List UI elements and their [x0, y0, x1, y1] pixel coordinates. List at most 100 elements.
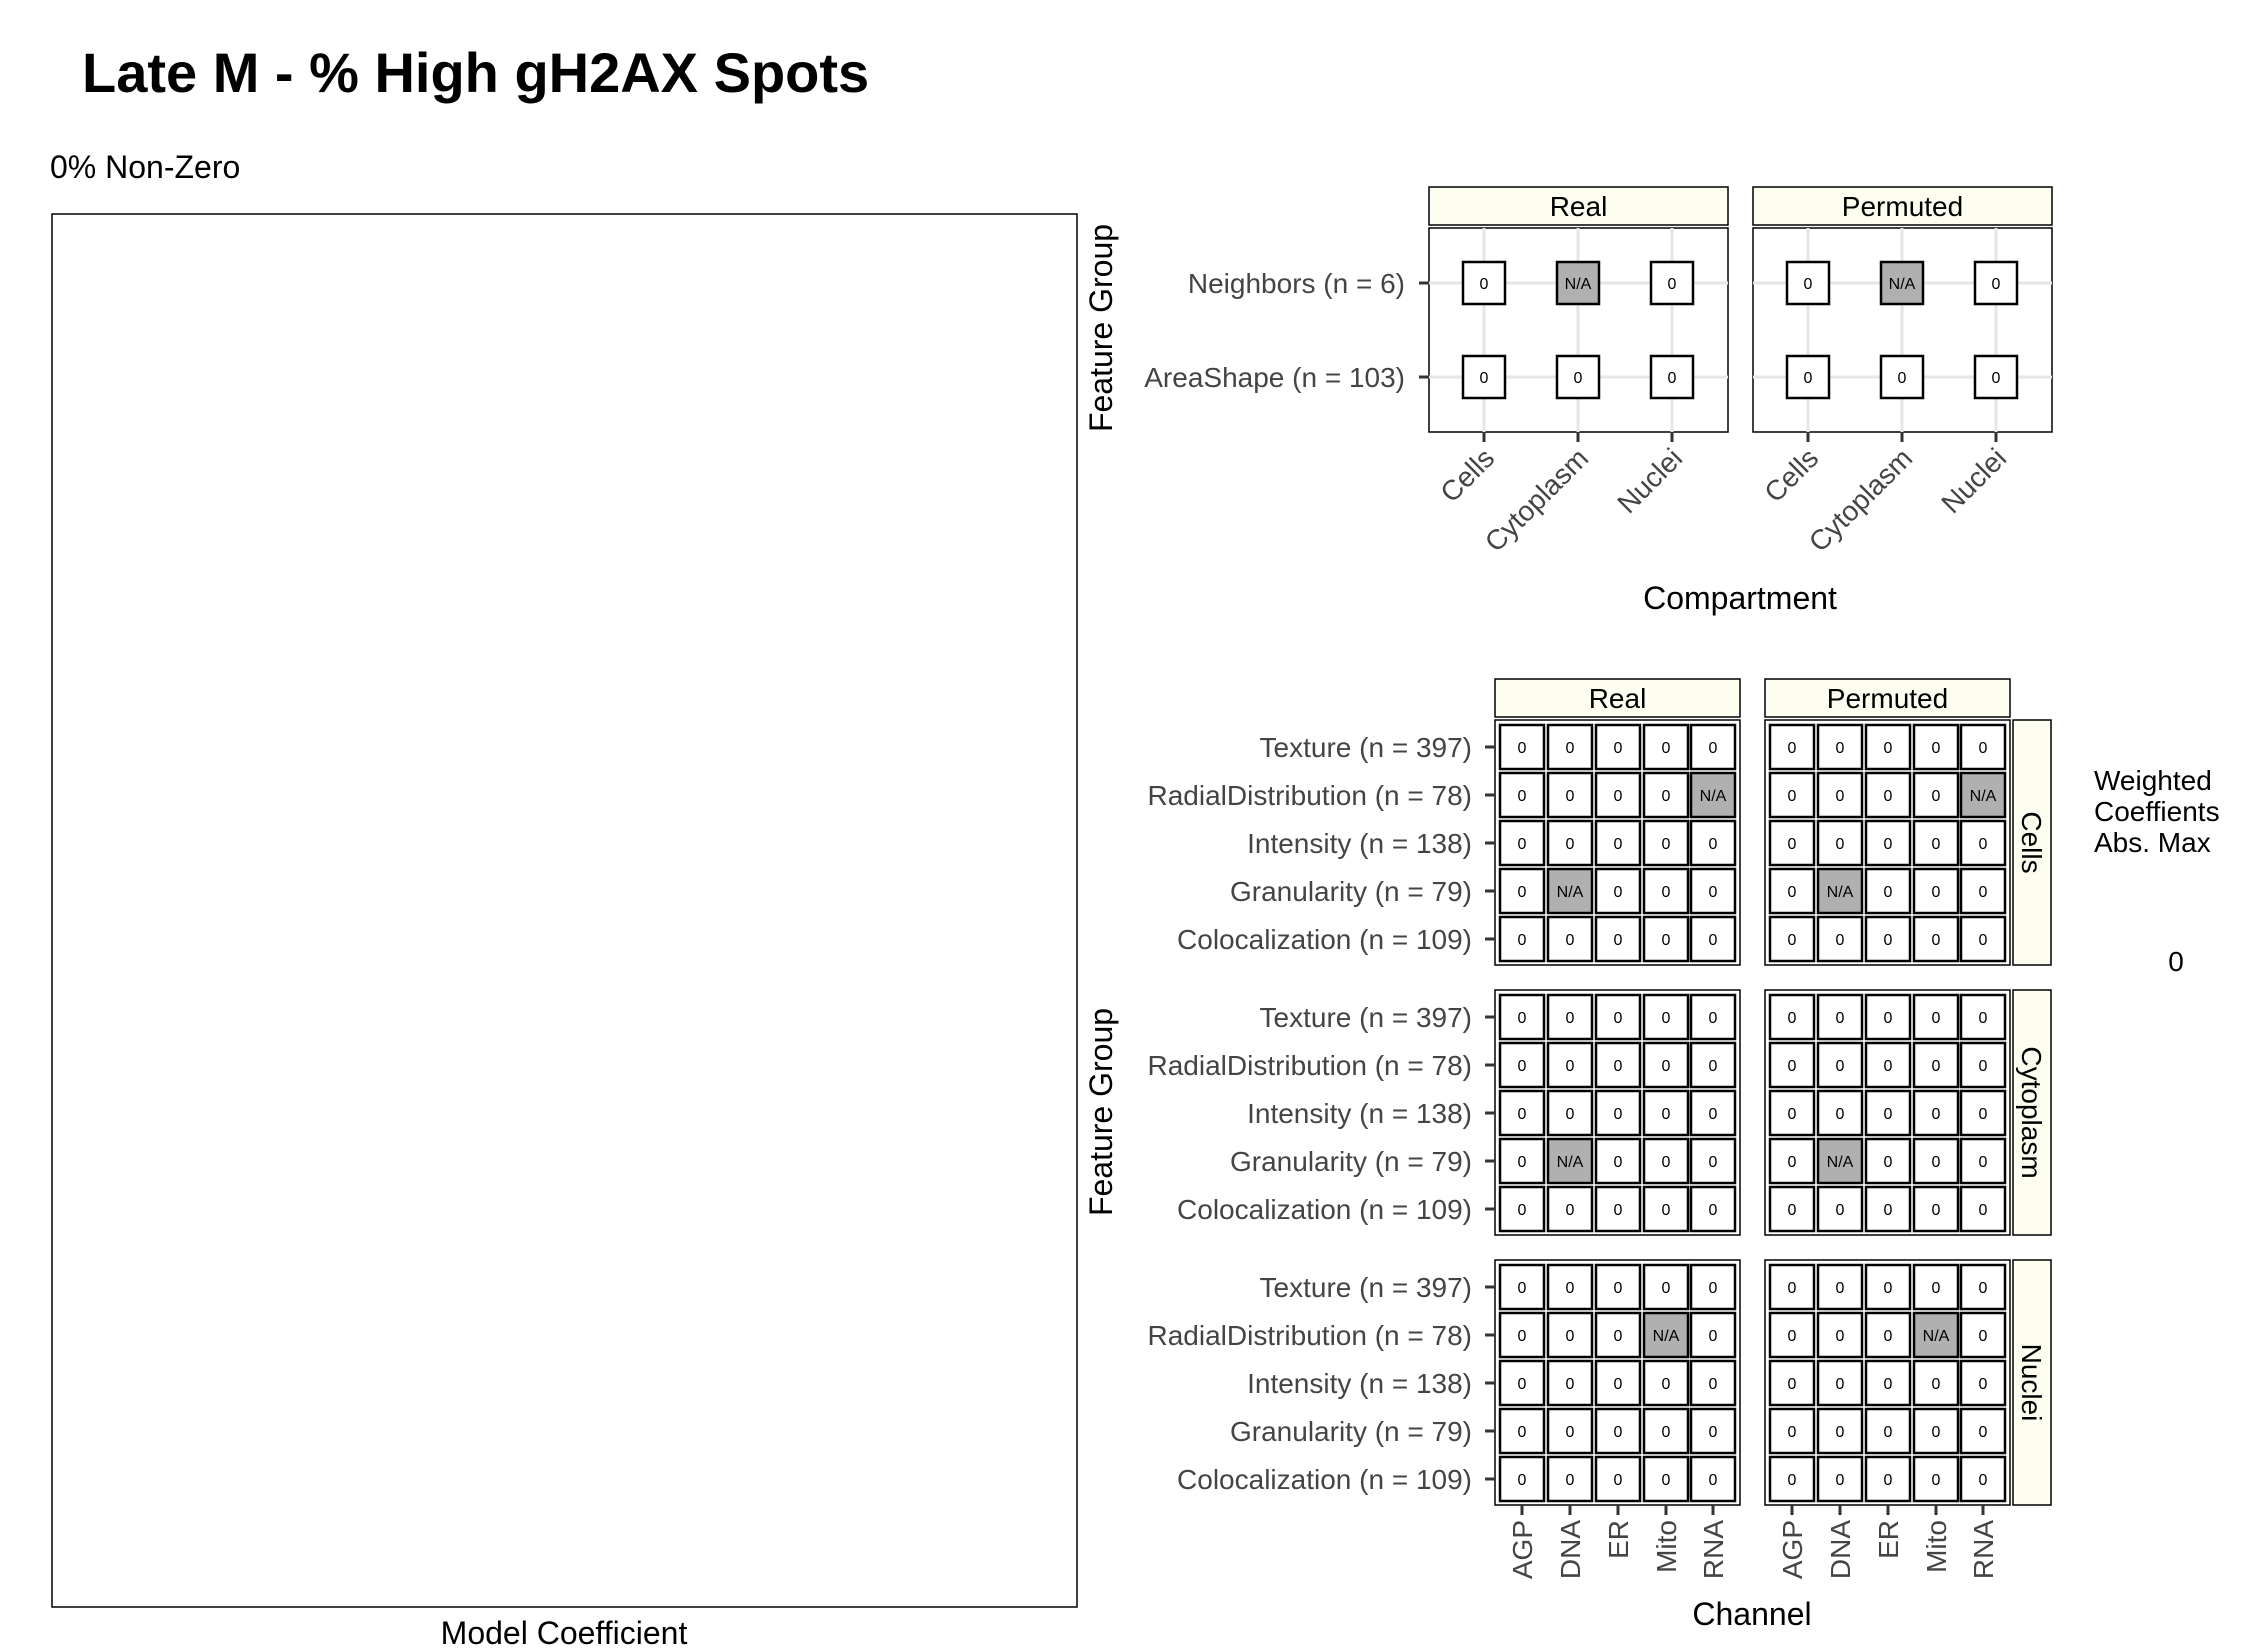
tile-label: 0 [1614, 1058, 1623, 1075]
tile-label: 0 [1836, 932, 1845, 949]
y-tick-label-cells-colocalization-n-109: Colocalization (n = 109) [1177, 924, 1472, 955]
tile-cytoplasm-real-radialdistribution-n-78-dna [1546, 1041, 1594, 1089]
tile-label: 0 [1836, 1424, 1845, 1441]
top-y-axis-title: Feature Group [1083, 224, 1119, 432]
tile-nuclei-permuted-texture-n-397-agp [1768, 1263, 1816, 1311]
tile-cells-real-colocalization-n-109-dna [1546, 915, 1594, 963]
tile-cells-permuted-intensity-n-138-er [1864, 819, 1912, 867]
tile-label: 0 [1566, 1376, 1575, 1393]
tile-label: 0 [1836, 740, 1845, 757]
tile-label: 0 [1884, 1328, 1893, 1345]
tile-label: 0 [1709, 1154, 1718, 1171]
tile-cytoplasm-real-radialdistribution-n-78-er [1594, 1041, 1642, 1089]
tile-label: 0 [1788, 1280, 1797, 1297]
tile-nuclei-real-radialdistribution-n-78-mito [1642, 1311, 1690, 1359]
x-tick-label-real-dna: DNA [1555, 1520, 1586, 1579]
tile-nuclei-real-texture-n-397-rna [1689, 1263, 1737, 1311]
tile-cells-permuted-intensity-n-138-mito [1912, 819, 1960, 867]
tile-cells-real-texture-n-397-rna [1689, 723, 1737, 771]
tile-label: 0 [1932, 788, 1941, 805]
tile-nuclei-permuted-colocalization-n-109-er [1864, 1455, 1912, 1503]
tile-cells-permuted-colocalization-n-109-rna [1959, 915, 2007, 963]
x-tick-label-nuclei: Nuclei [1611, 442, 1688, 519]
tile-nuclei-real-granularity-n-79-er [1594, 1407, 1642, 1455]
tile-label: 0 [1884, 1154, 1893, 1171]
tile-cells-permuted-radialdistribution-n-78-er [1864, 771, 1912, 819]
tile-cells-real-colocalization-n-109-er [1594, 915, 1642, 963]
tile-label: 0 [1788, 740, 1797, 757]
tile-cytoplasm-real-texture-n-397-rna [1689, 993, 1737, 1041]
tile-label: 0 [1662, 1424, 1671, 1441]
tile-label: 0 [1574, 370, 1583, 387]
tile-nuclei-permuted-radialdistribution-n-78-mito [1912, 1311, 1960, 1359]
tile-label: 0 [1518, 788, 1527, 805]
tile-cells-real-texture-n-397-dna [1546, 723, 1594, 771]
tile-label: 0 [1804, 370, 1813, 387]
tile-label: 0 [1662, 884, 1671, 901]
tile-label: 0 [1518, 1424, 1527, 1441]
tile-label: 0 [1788, 1472, 1797, 1489]
tile-label: 0 [1709, 836, 1718, 853]
tile-nuclei-permuted-radialdistribution-n-78-rna [1959, 1311, 2007, 1359]
tile-cytoplasm-permuted-colocalization-n-109-er [1864, 1185, 1912, 1233]
legend-title-line-3: Abs. Max [2094, 827, 2211, 858]
tile-label: 0 [1788, 1010, 1797, 1027]
tile-label: 0 [1614, 1106, 1623, 1123]
tile-label: 0 [1884, 1058, 1893, 1075]
tile-cells-real-texture-n-397-mito [1642, 723, 1690, 771]
tile-cytoplasm-permuted-colocalization-n-109-dna [1816, 1185, 1864, 1233]
y-tick-label-nuclei-colocalization-n-109: Colocalization (n = 109) [1177, 1464, 1472, 1495]
tile-label: 0 [1614, 788, 1623, 805]
tile-label: 0 [1836, 1010, 1845, 1027]
tile-real-areashape-n-103-cells [1461, 354, 1507, 400]
tile-nuclei-real-texture-n-397-er [1594, 1263, 1642, 1311]
tile-cytoplasm-real-colocalization-n-109-dna [1546, 1185, 1594, 1233]
tile-cells-real-colocalization-n-109-agp [1498, 915, 1546, 963]
tile-label: 0 [1788, 1424, 1797, 1441]
tile-label: 0 [1709, 932, 1718, 949]
tile-label: 0 [1979, 1154, 1988, 1171]
tile-label: 0 [1932, 884, 1941, 901]
tile-label: 0 [1788, 788, 1797, 805]
tile-cells-real-texture-n-397-er [1594, 723, 1642, 771]
tile-label: 0 [1566, 836, 1575, 853]
tile-label: 0 [1932, 1106, 1941, 1123]
tile-label: 0 [1662, 740, 1671, 757]
tile-label: 0 [1709, 1328, 1718, 1345]
tile-cytoplasm-real-intensity-n-138-mito [1642, 1089, 1690, 1137]
tile-cytoplasm-real-intensity-n-138-agp [1498, 1089, 1546, 1137]
tile-nuclei-permuted-colocalization-n-109-mito [1912, 1455, 1960, 1503]
tile-label: 0 [1884, 1424, 1893, 1441]
tile-cytoplasm-permuted-intensity-n-138-agp [1768, 1089, 1816, 1137]
tile-nuclei-real-texture-n-397-dna [1546, 1263, 1594, 1311]
tile-cytoplasm-real-colocalization-n-109-er [1594, 1185, 1642, 1233]
tile-label: 0 [1709, 1202, 1718, 1219]
tile-nuclei-real-colocalization-n-109-er [1594, 1455, 1642, 1503]
tile-nuclei-permuted-granularity-n-79-agp [1768, 1407, 1816, 1455]
tile-label: 0 [1518, 1376, 1527, 1393]
tile-label: 0 [1480, 370, 1489, 387]
tile-label: 0 [1709, 740, 1718, 757]
tile-label: 0 [1898, 370, 1907, 387]
tile-label: 0 [1884, 1202, 1893, 1219]
col-strip-real [1494, 678, 1741, 718]
tile-label: 0 [1662, 1106, 1671, 1123]
tile-cytoplasm-permuted-intensity-n-138-er [1864, 1089, 1912, 1137]
tile-label: 0 [1836, 836, 1845, 853]
x-tick-label-real-rna: RNA [1698, 1520, 1729, 1579]
tile-label: 0 [1932, 1472, 1941, 1489]
y-tick-label-neighbors-n-6: Neighbors (n = 6) [1188, 268, 1405, 299]
tile-cells-real-radialdistribution-n-78-dna [1546, 771, 1594, 819]
y-tick-label-areashape-n-103: AreaShape (n = 103) [1144, 362, 1405, 393]
tile-nuclei-real-texture-n-397-agp [1498, 1263, 1546, 1311]
tile-cells-real-radialdistribution-n-78-mito [1642, 771, 1690, 819]
tile-label: 0 [1709, 1376, 1718, 1393]
x-tick-label-permuted-rna: RNA [1968, 1520, 1999, 1579]
tile-cytoplasm-real-intensity-n-138-dna [1546, 1089, 1594, 1137]
tile-label: 0 [1614, 1376, 1623, 1393]
row-strip-cytoplasm [2012, 989, 2052, 1236]
tile-label: 0 [1566, 1058, 1575, 1075]
tile-label: 0 [1788, 1058, 1797, 1075]
channel-heatmap: Real Permuted Cells 0 0 0 0 0 0 0 0 0 N/A 0 0 0 0 0 0 N/A 0 0… [1148, 678, 2052, 1579]
tile-cells-permuted-radialdistribution-n-78-mito [1912, 771, 1960, 819]
